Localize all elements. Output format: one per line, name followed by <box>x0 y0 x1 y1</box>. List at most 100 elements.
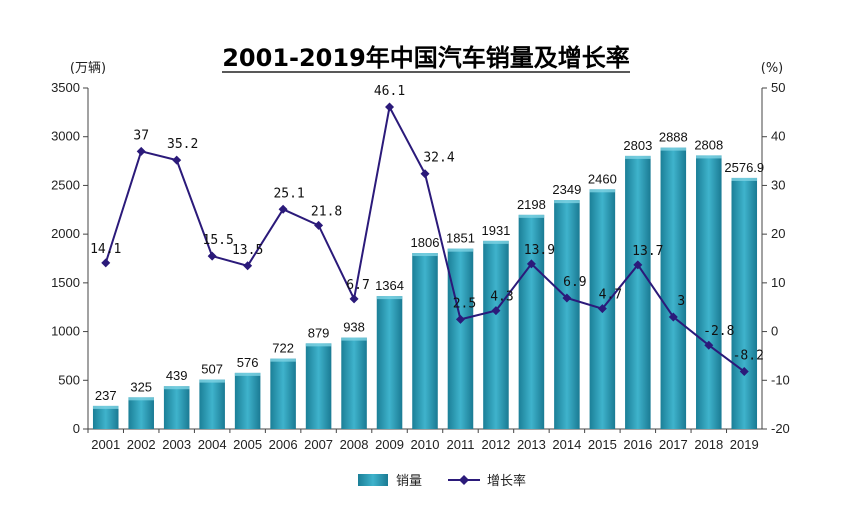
sales-bar-labels: 237 325 439 507 576 722 879 938 1364 1806 1851 1931… <box>95 130 764 403</box>
chart-title: 2001-2019年中国汽车销量及增长率 <box>222 44 630 72</box>
sales-bar-top <box>625 155 651 159</box>
growth-rate-label: 35.2 <box>167 137 198 152</box>
right-tick-label: 30 <box>771 177 785 192</box>
growth-rate-point <box>136 146 146 156</box>
growth-rate-label: 3 <box>677 294 685 309</box>
growth-rate-point <box>420 169 430 179</box>
legend: 销量 增长率 <box>358 473 526 489</box>
growth-rate-label: 2.5 <box>453 296 476 311</box>
growth-rate-label: -2.8 <box>703 324 734 339</box>
growth-rate-point <box>314 220 324 230</box>
sales-bar <box>305 343 332 429</box>
growth-rate-label: 4.3 <box>490 290 513 305</box>
sales-bar-label: 576 <box>237 355 259 370</box>
growth-rate-label: -8.2 <box>733 349 764 364</box>
growth-rate-point <box>243 261 253 271</box>
x-tick-label: 2001 <box>91 437 120 452</box>
sales-bar-top <box>412 253 438 257</box>
sales-bar <box>483 240 509 429</box>
growth-rate-point <box>739 367 749 377</box>
sales-bar-top <box>447 248 474 252</box>
growth-rate-label: 21.8 <box>311 204 342 219</box>
sales-bar-label: 2888 <box>659 130 688 145</box>
sales-bar-top <box>341 337 367 341</box>
growth-rate-point <box>704 340 714 350</box>
left-tick-label: 500 <box>58 372 80 387</box>
x-tick-label: 2014 <box>552 437 581 452</box>
sales-bar <box>447 248 474 429</box>
sales-bar-top <box>589 189 616 193</box>
left-axis-unit: (万辆) <box>70 61 106 76</box>
sales-bar-top <box>92 405 119 409</box>
growth-rate-labels: 14.1 37 35.2 15.513.5 25.1 21.8 6.7 46.1 32.4 2.5… <box>90 84 764 364</box>
growth-rate-point <box>207 251 217 261</box>
sales-bar <box>199 379 225 429</box>
sales-bar-top <box>518 214 545 218</box>
left-tick-label: 0 <box>73 421 80 436</box>
left-tick-label: 2000 <box>51 226 80 241</box>
growth-rate-label: 6.9 <box>563 275 586 290</box>
sales-bar <box>128 397 154 429</box>
x-tick-label: 2013 <box>517 437 546 452</box>
x-tick-label: 2017 <box>659 437 688 452</box>
sales-bar-top <box>199 379 225 383</box>
growth-rate-point <box>526 259 536 269</box>
growth-rate-label: 13.9 <box>524 243 555 258</box>
sales-bar <box>625 155 651 429</box>
sales-bar <box>660 147 687 429</box>
x-tick-label: 2003 <box>162 437 191 452</box>
x-axis-tick-labels: 2001 2002 2003 2004 2005 2006 2007 2008 2009 2010… <box>87 429 759 452</box>
right-tick-label: 20 <box>771 226 785 241</box>
growth-rate-label: 37 <box>133 128 149 143</box>
growth-rate-point <box>633 260 643 270</box>
sales-bar <box>518 214 545 429</box>
x-tick-label: 2009 <box>375 437 404 452</box>
sales-bar-top <box>483 240 509 244</box>
sales-bar-top <box>696 155 722 159</box>
legend-sales-swatch <box>358 474 388 486</box>
right-axis-unit: (%) <box>761 61 784 76</box>
right-tick-label: -10 <box>771 372 790 387</box>
sales-bar-label: 1931 <box>481 223 510 238</box>
sales-bar <box>234 372 261 429</box>
growth-rate-point <box>562 293 572 303</box>
right-tick-label: 0 <box>771 324 778 339</box>
x-tick-label: 2008 <box>340 437 369 452</box>
sales-bar-top <box>305 343 332 347</box>
sales-bar <box>731 177 758 429</box>
sales-bar-label: 507 <box>201 362 223 377</box>
growth-rate-label: 15.5 <box>203 233 234 248</box>
growth-rate-label: 25.1 <box>273 186 304 201</box>
sales-bar <box>163 386 190 429</box>
sales-bars <box>92 147 758 429</box>
sales-bar <box>341 337 367 429</box>
sales-bar-top <box>376 296 403 300</box>
x-tick-label: 2012 <box>481 437 510 452</box>
x-tick-label: 2006 <box>269 437 298 452</box>
x-tick-label: 2015 <box>588 437 617 452</box>
sales-bar <box>270 358 296 429</box>
sales-bar <box>696 155 722 429</box>
sales-bar-label: 1851 <box>446 231 475 246</box>
sales-bar-label: 722 <box>272 341 294 356</box>
sales-bar-label: 879 <box>308 325 330 340</box>
legend-rate-marker <box>459 475 469 485</box>
right-axis-ticks: -20 -10 0 10 20 30 40 50 <box>762 80 790 436</box>
sales-bar-label: 1364 <box>375 278 404 293</box>
sales-bar-label: 2198 <box>517 197 546 212</box>
sales-bar-label: 237 <box>95 388 117 403</box>
sales-bar-label: 2803 <box>623 138 652 153</box>
growth-rate-point <box>172 155 182 165</box>
right-tick-label: -20 <box>771 421 790 436</box>
growth-rate-label: 4.7 <box>599 288 622 303</box>
sales-bar <box>376 296 403 429</box>
right-tick-label: 50 <box>771 80 785 95</box>
sales-bar-label: 2349 <box>552 182 581 197</box>
legend-sales-label: 销量 <box>396 474 422 489</box>
sales-bar <box>554 200 580 429</box>
sales-bar <box>92 405 119 429</box>
sales-bar-top <box>163 386 190 390</box>
sales-bar-top <box>270 358 296 362</box>
growth-rate-label: 14.1 <box>90 242 121 257</box>
